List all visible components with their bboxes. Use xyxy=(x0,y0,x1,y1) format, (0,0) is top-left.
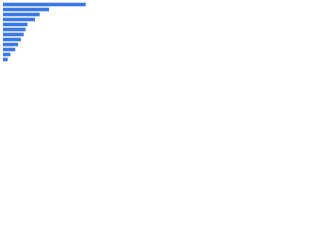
bar xyxy=(3,2,86,7)
page: (() => { const data = JSON.parse(documen… xyxy=(0,0,100,71)
bar xyxy=(3,52,11,57)
bar xyxy=(3,42,19,47)
bar xyxy=(3,17,35,22)
bar xyxy=(3,47,16,52)
bar xyxy=(3,27,26,32)
bar xyxy=(3,37,21,42)
bar xyxy=(3,12,40,17)
bar xyxy=(3,57,8,62)
bar xyxy=(3,32,24,37)
bar xyxy=(3,7,50,12)
chart xyxy=(0,0,100,71)
bar xyxy=(3,22,28,27)
